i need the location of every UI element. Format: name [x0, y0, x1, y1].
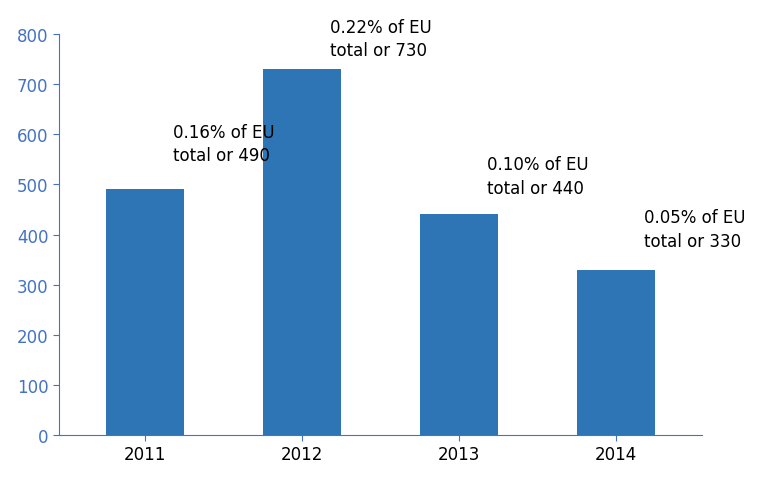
Bar: [263, 70, 341, 435]
Bar: [106, 190, 184, 435]
Text: 0.22% of EU
total or 730: 0.22% of EU total or 730: [331, 19, 432, 60]
Text: 0.05% of EU
total or 330: 0.05% of EU total or 330: [644, 208, 746, 250]
Bar: [420, 215, 499, 435]
Bar: [577, 270, 655, 435]
Text: 0.16% of EU
total or 490: 0.16% of EU total or 490: [173, 123, 275, 165]
Text: 0.10% of EU
total or 440: 0.10% of EU total or 440: [487, 156, 589, 198]
